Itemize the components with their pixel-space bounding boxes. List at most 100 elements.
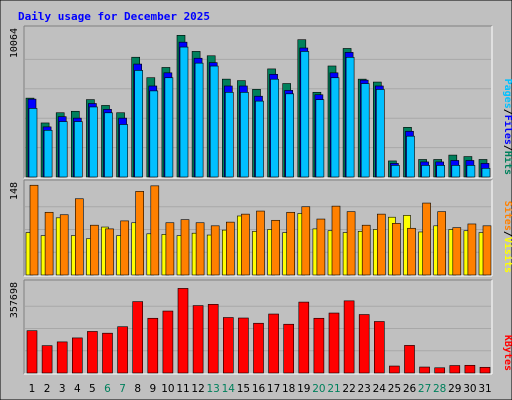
bar-kbytes: [87, 331, 98, 374]
bar-kbytes: [192, 305, 204, 374]
bar-pages: [104, 112, 113, 178]
bar-sites: [150, 185, 160, 276]
bar-sites: [180, 219, 190, 276]
x-tick-label: 8: [134, 383, 141, 395]
bar-sites: [392, 223, 401, 276]
x-tick-label: 22: [342, 383, 355, 395]
x-tick-label: 1: [29, 383, 36, 395]
legend-entry: Visits: [502, 237, 512, 273]
bar-pages: [179, 46, 189, 178]
bar-sites: [29, 184, 39, 276]
bar-pages: [270, 78, 279, 178]
bar-pages: [134, 70, 143, 178]
x-tick-label: 17: [267, 383, 280, 395]
bar-sites: [210, 225, 220, 276]
bar-pages: [406, 135, 415, 178]
bar-kbytes: [328, 312, 340, 374]
bar-sites: [346, 211, 356, 276]
x-tick-label: 25: [388, 383, 401, 395]
bars: [25, 35, 491, 178]
x-tick-label: 13: [207, 383, 220, 395]
bar-pages: [225, 92, 234, 178]
bar-sites: [256, 210, 265, 276]
bar-sites: [44, 211, 54, 276]
x-tick-label: 21: [327, 383, 340, 395]
bar-pages: [285, 93, 295, 178]
bar-kbytes: [358, 314, 370, 374]
x-tick-label: 31: [478, 383, 491, 395]
bar-pages: [391, 165, 400, 178]
bar-kbytes: [283, 323, 295, 374]
bar-kbytes: [223, 317, 234, 374]
bar-pages: [360, 83, 370, 178]
legend-entry: /: [502, 109, 512, 115]
x-tick-label: 10: [161, 383, 174, 395]
bar-pages: [451, 165, 461, 178]
x-tick-label: 9: [149, 383, 156, 395]
bar-kbytes: [147, 317, 159, 374]
bar-kbytes: [177, 288, 189, 374]
bar-sites: [165, 222, 175, 276]
bar-kbytes: [41, 345, 53, 374]
bar-sites: [482, 225, 492, 276]
bar-pages: [28, 108, 38, 178]
bar-sites: [437, 211, 447, 276]
x-tick-label: 14: [222, 383, 236, 395]
bar-sites: [59, 214, 69, 276]
x-tick-label: 16: [252, 383, 266, 395]
bar-sites: [241, 213, 250, 276]
bar-pages: [345, 57, 355, 178]
bar-kbytes: [268, 313, 279, 374]
bar-pages: [194, 62, 204, 178]
legend-entry: Sites: [502, 201, 512, 231]
bars: [26, 288, 491, 374]
x-tick-label: 3: [59, 383, 66, 395]
bar-pages: [421, 165, 430, 178]
bar-sites: [75, 198, 84, 276]
bar-kbytes: [162, 310, 174, 374]
bar-sites: [90, 224, 99, 276]
bar-kbytes: [373, 321, 385, 374]
y-scale-label: 357698: [9, 282, 20, 318]
x-tick-label: 5: [89, 383, 96, 395]
bar-pages: [240, 92, 249, 178]
bar-kbytes: [102, 332, 113, 374]
bar-pages: [466, 165, 476, 178]
bar-sites: [135, 191, 144, 276]
bar-sites: [301, 206, 311, 276]
bar-pages: [209, 65, 219, 178]
bar-pages: [89, 106, 98, 178]
chart-panel-3: 357698 KBytes: [9, 279, 512, 375]
bar-sites: [105, 228, 114, 276]
bar-sites: [376, 213, 386, 276]
bar-kbytes: [26, 330, 38, 374]
bar-kbytes: [298, 301, 310, 374]
bar-kbytes: [434, 367, 446, 374]
x-tick-label: 15: [237, 383, 250, 395]
bar-kbytes: [419, 366, 430, 374]
bar-kbytes: [479, 366, 491, 374]
legend-entry: Pages: [502, 79, 512, 109]
bar-pages: [164, 77, 174, 178]
bar-kbytes: [449, 365, 461, 374]
x-tick-label: 28: [433, 383, 446, 395]
bar-kbytes: [117, 326, 128, 374]
x-tick-label: 29: [448, 383, 461, 395]
bar-pages: [149, 90, 159, 178]
x-axis-labels: 1 2 3 4 5 6 7 8 9 10 11 12 13 14 15 16 17 18 19 20 21 22 23 24 2…: [29, 383, 492, 395]
bar-pages: [375, 89, 385, 178]
bar-pages: [481, 168, 491, 178]
bar-sites: [331, 205, 341, 276]
x-tick-label: 12: [191, 383, 204, 395]
legend-entry: Hits: [502, 151, 512, 175]
bar-sites: [271, 219, 280, 276]
legend: Sites/Visits: [502, 201, 512, 273]
bar-pages: [300, 51, 310, 178]
x-tick-label: 7: [119, 383, 126, 395]
bar-sites: [452, 227, 462, 276]
x-tick-label: 6: [104, 383, 111, 395]
legend: KBytes: [502, 335, 512, 371]
y-scale-label: 10064: [9, 28, 20, 58]
